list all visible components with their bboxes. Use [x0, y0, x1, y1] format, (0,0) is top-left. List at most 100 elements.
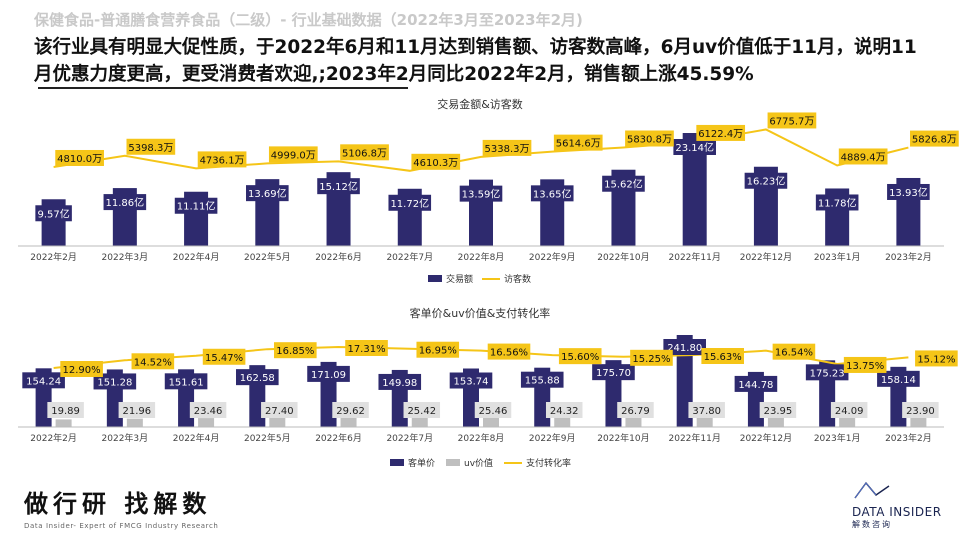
bar-price-label: 158.14 [881, 375, 916, 386]
bar-uv [625, 416, 642, 427]
bar-uv [839, 417, 856, 427]
line-conversion-label-bg [202, 348, 246, 365]
x-tick-label: 2022年3月 [102, 432, 149, 444]
bar-uv [55, 419, 72, 427]
line-visitors-label: 5830.8万 [627, 135, 672, 146]
bar-uv [483, 417, 499, 427]
line-visitors-label-bg [55, 149, 104, 166]
bar-uv [198, 418, 215, 427]
bar-price-label: 144.78 [738, 380, 773, 391]
bar-sales-label: 13.59亿 [462, 188, 501, 201]
chart-title: 交易金额&访客数 [437, 97, 523, 111]
line-visitors-label-bg [411, 153, 461, 170]
line-conversion-label: 15.60% [561, 352, 599, 363]
bar-price-label: 175.23 [810, 368, 845, 379]
bar-price-label: 155.88 [525, 376, 560, 387]
line-visitors-label: 4810.0万 [57, 154, 102, 165]
price-uv-conversion-chart: 客单价&uv价值&支付转化率 2022年2月 2022年3月 2022年4月 2022年… [18, 306, 958, 469]
bar-sales-label-bg [35, 205, 72, 222]
line-conversion-label-bg [558, 348, 602, 365]
logo-mark-icon [854, 481, 890, 499]
bar-sales-label: 15.62亿 [604, 178, 643, 191]
x-tick-label: 2023年1月 [814, 251, 861, 263]
legend-price-swatch [390, 459, 404, 466]
line-conversion-label: 13.75% [846, 361, 884, 372]
x-tick-label: 2022年9月 [529, 432, 576, 444]
x-tick-label: 2023年2月 [885, 251, 932, 263]
x-tick-label: 2022年5月 [244, 432, 291, 444]
x-tick-label: 2022年8月 [458, 251, 505, 263]
brand-footer: 做行研 找解数 Data Insider- Expert of FMCG Ind… [24, 484, 218, 530]
line-conversion [53, 345, 909, 369]
bar-price-label: 162.58 [240, 373, 275, 384]
legend-uv-swatch [446, 459, 460, 466]
bar-uv-label: 25.46 [479, 406, 508, 417]
bar-price-label-bg [805, 364, 849, 381]
bar-sales-label-bg [602, 175, 645, 192]
line-visitors [53, 128, 909, 172]
sales-visitors-chart: 交易金额&访客数 2022年2月 2022年3月 2022年4月 2022年5月 2022… [18, 97, 959, 285]
bar-uv [411, 417, 428, 427]
bar-price-label-bg [164, 373, 208, 390]
bar-uv [340, 415, 357, 427]
line-visitors-label-bg [838, 148, 888, 165]
x-tick-label: 2022年2月 [30, 251, 77, 263]
bar-uv-label-bg [189, 402, 227, 418]
x-tick-label: 2022年9月 [529, 251, 576, 263]
line-visitors-label: 4610.3万 [413, 158, 458, 169]
bar-price-label-bg [22, 372, 65, 389]
bar-sales-label: 13.93亿 [889, 186, 928, 199]
bar-sales-label-bg [530, 185, 574, 202]
x-tick-label: 2022年11月 [669, 251, 721, 263]
x-tick-label: 2022年11月 [669, 432, 721, 444]
bar-price-label: 149.98 [382, 378, 417, 389]
bar-uv-label-bg [759, 402, 797, 418]
legend-price-label: 客单价 [408, 457, 435, 469]
bar-uv-label: 19.89 [51, 406, 80, 417]
bar-price-label-bg [663, 339, 706, 355]
line-visitors-label: 6122.4万 [698, 129, 743, 140]
line-visitors-label: 5338.3万 [485, 144, 530, 155]
bar-price-label: 151.28 [97, 377, 132, 388]
line-visitors-label: 4736.1万 [200, 155, 245, 166]
bar-price-label-bg [877, 370, 920, 387]
bar-price-label: 154.24 [26, 376, 61, 387]
bar-sales-label-bg [103, 194, 147, 211]
bar-price-label-bg [307, 365, 350, 382]
line-conversion-label: 16.85% [276, 346, 314, 357]
x-tick-label: 2022年10月 [597, 432, 649, 444]
bar-price-label-bg [520, 371, 564, 388]
bar-sales-label: 11.78亿 [818, 196, 857, 209]
bar-uv-label: 29.62 [336, 406, 365, 417]
page-headline: 该行业具有明显大促性质，于2022年6月和11月达到销售额、访客数高峰，6月uv… [34, 37, 917, 85]
x-tick-label: 2022年12月 [740, 251, 792, 263]
x-tick-label: 2023年2月 [885, 432, 932, 444]
line-conversion-label-bg [416, 341, 460, 358]
bar-uv-label-bg [332, 402, 369, 418]
x-tick-label: 2023年1月 [814, 432, 861, 444]
bar-price-label: 151.61 [169, 377, 204, 388]
x-tick-label: 2022年12月 [740, 432, 792, 444]
brand-tagline: Data Insider- Expert of FMCG Industry Re… [24, 522, 219, 530]
bar-sales-label: 9.57亿 [37, 207, 69, 220]
bar-uv-label: 27.40 [265, 406, 294, 417]
line-conversion-label: 15.12% [917, 354, 955, 365]
chart-title: 客单价&uv价值&支付转化率 [410, 306, 551, 320]
bar-uv-label-bg [830, 402, 868, 418]
bar-sales-label-bg [459, 185, 503, 202]
line-conversion-label-bg [345, 340, 388, 356]
bar-sales-label: 11.72亿 [390, 197, 429, 210]
bar-uv-label-bg [261, 402, 298, 418]
bar-uv-label-bg [403, 402, 441, 418]
bar-price-label: 175.70 [596, 368, 631, 379]
logo-cn: 解数咨询 [852, 520, 892, 529]
bar-sales-label-bg [317, 178, 360, 195]
bar-uv [269, 416, 286, 427]
line-conversion-label: 12.90% [63, 365, 101, 376]
bar-uv-label: 23.90 [906, 406, 935, 417]
line-visitors-label-bg [625, 130, 674, 147]
bar-uv-label-bg [47, 402, 84, 418]
bar-uv-label: 24.09 [835, 406, 864, 417]
x-tick-label: 2022年2月 [30, 432, 77, 444]
line-conversion-label-bg [487, 343, 531, 360]
